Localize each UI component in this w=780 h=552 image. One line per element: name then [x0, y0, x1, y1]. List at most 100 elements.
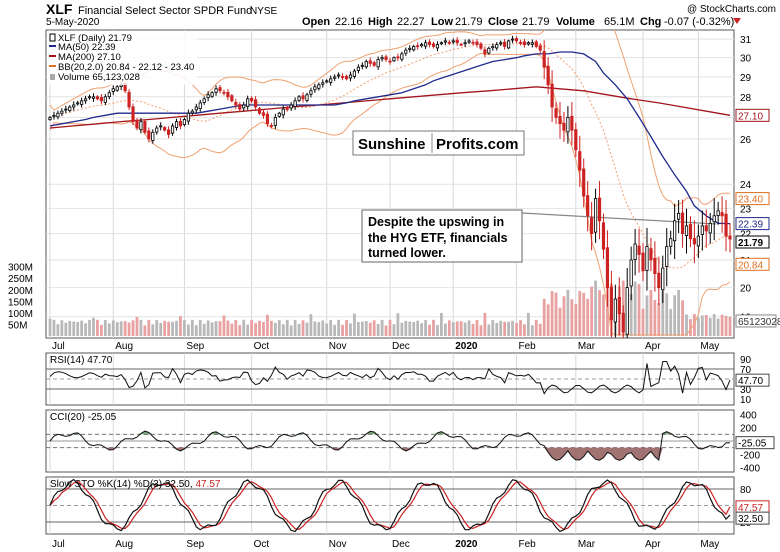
candle-body: [277, 112, 281, 117]
x-label-oct: Oct: [254, 341, 270, 352]
candle-body: [246, 98, 250, 107]
x-label-bottom-2020: 2020: [455, 539, 478, 550]
volume-bar: [471, 323, 475, 336]
candle-body: [435, 44, 440, 49]
volume-bar: [542, 298, 546, 336]
candle-body: [526, 42, 530, 45]
candle-body: [514, 38, 519, 42]
volume-bar: [76, 322, 80, 336]
candle-body: [416, 45, 420, 48]
rsi-tick-30: 30: [740, 385, 752, 396]
candle-body: [265, 113, 270, 125]
volume-bar: [499, 320, 503, 336]
volume-bar: [689, 319, 692, 336]
x-label-bottom-aug: Aug: [115, 539, 133, 550]
volume-bar: [325, 323, 329, 336]
candle-body: [404, 49, 408, 54]
price-tick-28: 28: [740, 93, 752, 104]
legend-volume-key: [50, 74, 55, 80]
price-tick-26: 26: [740, 135, 752, 146]
volume-bar: [329, 319, 333, 336]
candle-body: [431, 43, 436, 47]
candle-body: [131, 106, 135, 123]
volume-bar: [368, 322, 372, 336]
volume-bar: [175, 320, 178, 336]
volume-bar: [254, 323, 257, 336]
x-label-bottom-apr: Apr: [645, 539, 661, 550]
volume-bar: [404, 320, 408, 336]
volume-bar: [238, 325, 242, 336]
cci-tick-400: 400: [740, 410, 757, 421]
x-label-bottom-jul: Jul: [52, 539, 65, 550]
volume-bar: [546, 304, 550, 336]
candle-body: [613, 298, 617, 323]
volume-bar: [68, 320, 72, 336]
candle-body: [538, 45, 542, 51]
volume-bar: [685, 314, 688, 336]
cci-tick-200: 200: [740, 424, 757, 435]
volume-bar: [96, 319, 99, 336]
bb-lower-line: [49, 52, 731, 336]
sto-tick-80: 80: [740, 485, 752, 496]
volume-bar: [380, 319, 384, 336]
volume-bar: [179, 316, 182, 336]
candle-body: [704, 225, 708, 232]
chart-date: 5-May-2020: [46, 17, 100, 28]
volume-bar: [704, 315, 708, 336]
candle-body: [400, 53, 404, 60]
chart-symbol: XLF: [46, 1, 73, 17]
volume-bar: [396, 313, 400, 336]
candle-body: [724, 213, 728, 237]
candle-body: [483, 49, 487, 55]
candle-body: [665, 246, 669, 267]
cci-tick--200: -200: [740, 450, 760, 461]
ma200-line: [49, 86, 731, 129]
candle-body: [107, 92, 111, 98]
volume-bar: [167, 321, 170, 336]
volume-bar: [661, 290, 665, 336]
candle-body: [325, 80, 329, 83]
candle-body: [273, 117, 277, 126]
rsi-line: [49, 361, 731, 395]
candle-body: [218, 87, 222, 92]
candle-body: [510, 38, 515, 41]
candle-body: [653, 257, 657, 275]
volume-bar: [372, 320, 376, 336]
candle-body: [471, 41, 475, 44]
volume-bar: [277, 320, 281, 336]
candle-body: [495, 44, 499, 49]
x-label-2020: 2020: [455, 341, 478, 352]
candle-body: [139, 121, 143, 131]
volume-bar: [574, 304, 578, 336]
candle-body: [645, 246, 649, 271]
price-label-21.79: 21.79: [738, 238, 763, 249]
candle-body: [72, 104, 76, 108]
candle-body: [368, 60, 372, 64]
volume-bar: [60, 320, 64, 336]
candle-body: [159, 125, 163, 128]
ohlc-low: 21.79: [455, 16, 483, 28]
sto-title-part2: 47.57: [195, 479, 220, 490]
candle-body: [333, 76, 337, 79]
volume-bar: [230, 323, 234, 336]
volume-bar: [507, 321, 510, 336]
candle-body: [190, 110, 194, 114]
volume-bar: [523, 324, 526, 336]
candle-body: [151, 131, 155, 141]
volume-bar: [364, 321, 368, 336]
candle-body: [210, 92, 214, 97]
price-tick-31: 31: [740, 35, 752, 46]
candle-body: [451, 40, 455, 43]
price-tick-22: 22: [740, 230, 752, 241]
candle-body: [641, 252, 645, 272]
volume-bar: [206, 320, 210, 336]
volume-bar: [147, 319, 151, 336]
candle-body: [281, 108, 285, 116]
volume-bar: [586, 298, 590, 336]
x-label-bottom-dec: Dec: [392, 539, 410, 550]
candle-body: [178, 120, 183, 127]
volume-bar: [222, 315, 226, 336]
volume-bar: [677, 290, 680, 336]
x-label-apr: Apr: [645, 341, 661, 352]
